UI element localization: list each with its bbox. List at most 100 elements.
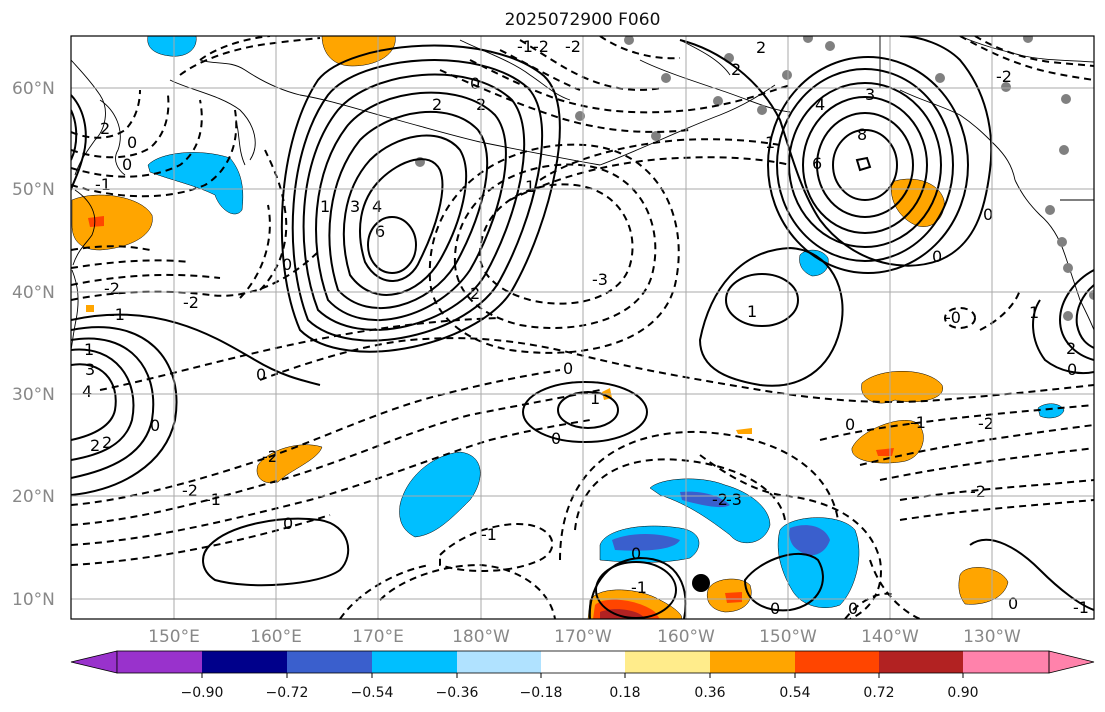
- contour-label: 0: [150, 416, 160, 435]
- contour-label: -2: [970, 482, 986, 501]
- strong-negative-core: [680, 491, 730, 508]
- colorbar-extend-high: [1048, 650, 1095, 674]
- colorbar-tick-label: 0.54: [779, 685, 810, 701]
- contour-label: -2: [182, 481, 198, 500]
- lon-tick-label: 180°W: [452, 627, 510, 647]
- contour-label: 6: [812, 154, 822, 173]
- lon-tick-label: 140°W: [861, 627, 919, 647]
- contour-label: 2: [756, 38, 766, 57]
- colorbar-bin: [963, 651, 1049, 673]
- positive-anomaly-region: [256, 444, 323, 484]
- contour-label: 1: [1029, 303, 1039, 322]
- negative-anomaly-region: [799, 249, 829, 277]
- contour-label: 0: [551, 429, 561, 448]
- contour-label: -2: [104, 279, 120, 298]
- strong-positive-core: [725, 592, 742, 603]
- contour-label: -2: [978, 414, 994, 433]
- longitude-axis: 150°E 160°E 170°E 180°W 170°W 160°W 150°…: [148, 627, 1021, 647]
- contour-label: 0: [256, 365, 266, 384]
- colorbar-tick-label: −0.18: [520, 685, 563, 701]
- contour-label: -2: [262, 447, 278, 466]
- contour-label: 0: [1008, 594, 1018, 613]
- positive-anomaly-region: [86, 305, 94, 312]
- colorbar-bin: [287, 651, 372, 673]
- contour-label: 2: [432, 95, 442, 114]
- colorbar: −0.90 −0.72 −0.54 −0.36 −0.18 0.18 0.36 …: [70, 650, 1095, 701]
- colorbar-bin: [795, 651, 879, 673]
- negative-anomaly-region: [399, 451, 481, 538]
- lon-tick-label: 160°W: [657, 627, 715, 647]
- contour-label: 2: [102, 433, 112, 452]
- lat-tick-label: 60°N: [12, 79, 55, 99]
- strong-positive-core: [88, 216, 104, 227]
- contour-label: 4: [372, 197, 382, 216]
- contour-label: 1: [525, 177, 535, 196]
- colorbar-bin: [372, 651, 457, 673]
- negative-anomaly-region: [147, 36, 197, 57]
- lat-tick-label: 10°N: [12, 590, 55, 610]
- colorbar-frame: [116, 650, 1050, 674]
- contour-label: -2: [533, 37, 549, 56]
- colorbar-tick-label: −0.72: [266, 685, 309, 701]
- contour-label: 3: [350, 197, 360, 216]
- lon-tick-label: 170°E: [352, 627, 404, 647]
- contour-label: 0: [770, 599, 780, 618]
- contour-label: 3: [85, 360, 95, 379]
- lat-tick-label: 50°N: [12, 180, 55, 200]
- contour-label: 4: [815, 95, 825, 114]
- colorbar-bin: [457, 651, 541, 673]
- contour-label: 0: [282, 255, 292, 274]
- colorbar-tick-label: 0.72: [863, 685, 894, 701]
- lon-tick-label: 150°W: [759, 627, 817, 647]
- contour-label: 2: [731, 60, 741, 79]
- positive-anomaly-region: [851, 420, 924, 464]
- contour-label: 2: [1066, 339, 1076, 358]
- strong-negative-core: [612, 534, 680, 551]
- colorbar-bin: [117, 651, 202, 673]
- contour-label: 4: [82, 382, 92, 401]
- contour-label: -3: [726, 490, 742, 509]
- contour-label: 0: [470, 74, 480, 93]
- colorbar-extend-low: [70, 650, 118, 674]
- contour-label: -2: [712, 490, 728, 509]
- contour-label: 3: [865, 85, 875, 104]
- contour-label: -2: [565, 37, 581, 56]
- contour-label: -0: [945, 308, 961, 327]
- contour-label: -2: [996, 67, 1012, 86]
- contour-label: -1: [95, 175, 111, 194]
- colorbar-tick-label: −0.54: [351, 685, 394, 701]
- contour-label: 1: [590, 389, 600, 408]
- contour-label: 0: [845, 415, 855, 434]
- contour-label: -1: [1073, 598, 1089, 617]
- positive-contours: [71, 36, 1094, 619]
- negative-contours: [71, 36, 1094, 619]
- contour-label: 0: [563, 359, 573, 378]
- colorbar-ticks: [201, 673, 964, 678]
- contour-label: 1: [765, 133, 775, 152]
- contour-label: -1: [205, 490, 221, 509]
- contour-label: 0: [932, 247, 942, 266]
- positive-anomaly-region: [958, 567, 1009, 605]
- colorbar-tick-label: −0.90: [181, 685, 224, 701]
- negative-anomaly-region: [649, 478, 771, 544]
- contour-labels: 0 2 2 4 3 6 1 8 4 3 6 1 0 0 1 -3 0 1 0 0…: [82, 37, 1089, 618]
- strong-negative-core: [789, 525, 830, 556]
- colorbar-bin: [541, 651, 625, 673]
- colorbar-tick-label: 0.90: [947, 685, 978, 701]
- contour-label: -1: [631, 578, 647, 597]
- latitude-axis: 10°N 20°N 30°N 40°N 50°N 60°N: [12, 79, 55, 610]
- colorbar-bin: [879, 651, 963, 673]
- lon-tick-label: 130°W: [963, 627, 1021, 647]
- lat-tick-label: 20°N: [12, 487, 55, 507]
- contour-label: -1: [481, 525, 497, 544]
- contour-label: 1: [320, 197, 330, 216]
- contour-label: 2: [100, 119, 110, 138]
- lat-tick-label: 40°N: [12, 283, 55, 303]
- station-marker: [692, 574, 710, 592]
- contour-label: 8: [857, 125, 867, 144]
- contour-label: 0: [122, 155, 132, 174]
- contour-label: 0: [983, 205, 993, 224]
- contour-label: -2: [183, 293, 199, 312]
- positive-anomaly-region: [321, 36, 396, 67]
